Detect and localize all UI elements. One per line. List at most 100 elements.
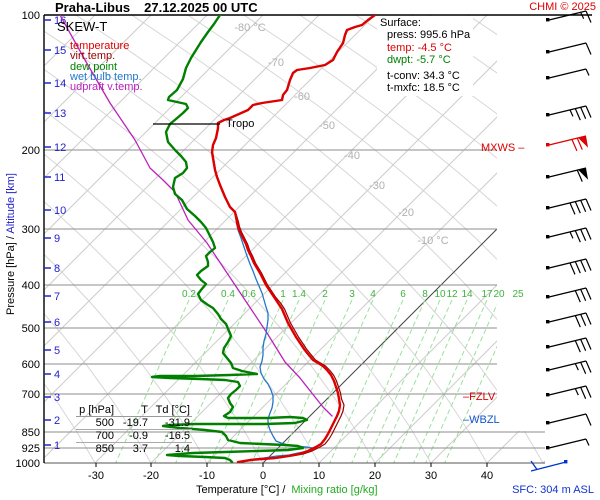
altitude-tick-label: 16 <box>54 15 66 27</box>
altitude-tick-label: 1 <box>54 440 60 452</box>
cell-t-500: -19.7 <box>116 416 150 430</box>
legend-title: SKEW-T <box>57 19 108 34</box>
altitude-tick-label: 6 <box>54 317 60 329</box>
x-axis-title: Temperature [°C] / Mixing ratio [g/kg] <box>196 484 378 496</box>
temp-tick-label: -30 <box>88 470 104 482</box>
window-title: Praha-Libus 27.12.2025 00 UTC <box>55 0 272 15</box>
freezing-level-label: –FZLV <box>463 391 496 403</box>
dry-adiabat-line <box>44 15 208 463</box>
mixing-ratio-line <box>351 299 426 463</box>
wind-barb <box>546 227 592 243</box>
dry-adiabat-line <box>131 15 545 463</box>
altitude-tick-label: 7 <box>54 291 60 303</box>
dry-adiabat-line <box>44 15 376 463</box>
wind-barb <box>546 198 592 215</box>
pressure-tick-label: 850 <box>22 427 40 439</box>
y-axis-title-altitude: Altitude [km] <box>5 173 17 234</box>
virtual-temperature-curve <box>211 15 377 463</box>
y-axis-title-pressure: Pressure [hPa] <box>5 242 17 315</box>
legend-item-updraft: udpraft v.temp. <box>70 81 143 94</box>
pressure-tick-label: 700 <box>22 389 40 401</box>
updraft-virtual-temp-curve <box>59 15 333 417</box>
temp-tick-label: -10 <box>199 470 215 482</box>
isotherm-label: -70 <box>268 57 284 69</box>
mixing-ratio-line <box>378 299 453 463</box>
isotherm-line <box>150 15 545 463</box>
wind-barb-column <box>530 10 592 472</box>
mixing-ratio-line <box>251 299 326 463</box>
station-name: Praha-Libus <box>55 0 131 15</box>
wind-barb <box>546 312 592 328</box>
altitude-tick-label: 11 <box>54 172 65 184</box>
dry-adiabat-line <box>44 15 264 463</box>
surface-tconv: t-conv: 34.3 °C <box>387 69 460 82</box>
wind-barb <box>546 135 589 152</box>
y-axis-title: Pressure [hPa] / Altitude [km] <box>5 144 17 344</box>
isotherm-line <box>542 15 545 463</box>
mixing-ratio-line <box>366 299 441 463</box>
wind-barb <box>546 287 592 303</box>
mixing-ratio-label: 0.4 <box>221 289 235 300</box>
mixing-ratio-label: 0.6 <box>242 289 256 300</box>
mixing-ratio-line <box>444 299 519 463</box>
cell-p-700: 700 <box>76 429 116 443</box>
mixing-ratio-line <box>393 299 468 463</box>
mxws-label: MXWS – <box>481 142 525 154</box>
isotherm-line <box>44 15 208 463</box>
temp-tick-label: 10 <box>313 470 325 482</box>
mixing-ratio-label: 1 <box>280 289 286 300</box>
temp-tick-label: 40 <box>481 470 493 482</box>
isotherm-line <box>486 15 545 463</box>
surface-tmxfc: t-mxfc: 18.5 °C <box>387 82 460 95</box>
dry-adiabat-line <box>187 15 545 463</box>
isotherm-label: -60 <box>294 91 310 103</box>
altitude-tick-label: 8 <box>54 263 60 275</box>
temperature-curve <box>210 15 377 463</box>
mixing-ratio-label: 25 <box>512 289 524 300</box>
wet-bulb-zero-label: –WBZL <box>463 414 500 426</box>
dewpoint-curve <box>150 15 309 463</box>
temp-tick-label: 0 <box>260 470 266 482</box>
mixing-ratio-line <box>329 299 404 463</box>
altitude-tick-label: 3 <box>54 392 60 404</box>
mixing-ratio-label: 3 <box>349 289 355 300</box>
isotherm-line <box>44 15 152 463</box>
cell-t-850: 3.7 <box>132 443 148 455</box>
table-header-dewpoint: Td [°C] <box>150 404 192 417</box>
levels-table: p [hPa] T Td [°C] 500 -19.7 -31.9 700 -0… <box>76 404 192 455</box>
pressure-tick-label: 600 <box>22 359 40 371</box>
dry-adiabat-line <box>44 15 96 463</box>
mixing-ratio-label: 2 <box>322 289 328 300</box>
pressure-tick-label: 200 <box>22 145 40 157</box>
dry-adiabat-line <box>44 15 432 463</box>
mixing-ratio-label: 0.2 <box>182 289 196 300</box>
mixing-ratio-label: 17 <box>481 289 493 300</box>
altitude-tick-label: 15 <box>54 45 66 57</box>
pressure-tick-label: 100 <box>22 10 40 22</box>
wind-barb <box>546 167 589 182</box>
surface-temperature: temp: -4.5 °C <box>387 41 452 54</box>
wind-barb <box>530 460 568 472</box>
altitude-tick-label: 5 <box>54 345 60 357</box>
x-axis-title-mixing-ratio: Mixing ratio [g/kg] <box>291 484 378 496</box>
table-header-temp: T <box>116 404 150 417</box>
mixing-ratio-label: 12 <box>446 289 458 300</box>
cell-td-850: 1.4 <box>174 443 190 455</box>
mixing-ratio-line <box>425 299 500 463</box>
altitude-tick-label: 13 <box>54 108 66 120</box>
pressure-tick-label: 1000 <box>16 458 40 470</box>
sounding-datetime: 27.12.2025 00 UTC <box>144 0 258 15</box>
isotherm-label: -10 °C <box>417 235 448 247</box>
mixing-ratio-label: 14 <box>461 289 473 300</box>
isotherm-line <box>44 15 432 463</box>
pressure-tick-label: 925 <box>22 443 40 455</box>
isotherm-label: -30 <box>369 180 385 192</box>
temp-tick-label: 20 <box>369 470 381 482</box>
legend-item-virt-temp: virt.temp. <box>70 50 116 63</box>
table-row: 500 -19.7 -31.9 <box>76 416 192 430</box>
dry-adiabat-line <box>44 15 152 463</box>
table-row: 700 -0.9 -16.5 <box>76 429 192 443</box>
isotherm-line <box>44 15 320 463</box>
copyright-label: CHMI © 2025 <box>529 1 596 13</box>
